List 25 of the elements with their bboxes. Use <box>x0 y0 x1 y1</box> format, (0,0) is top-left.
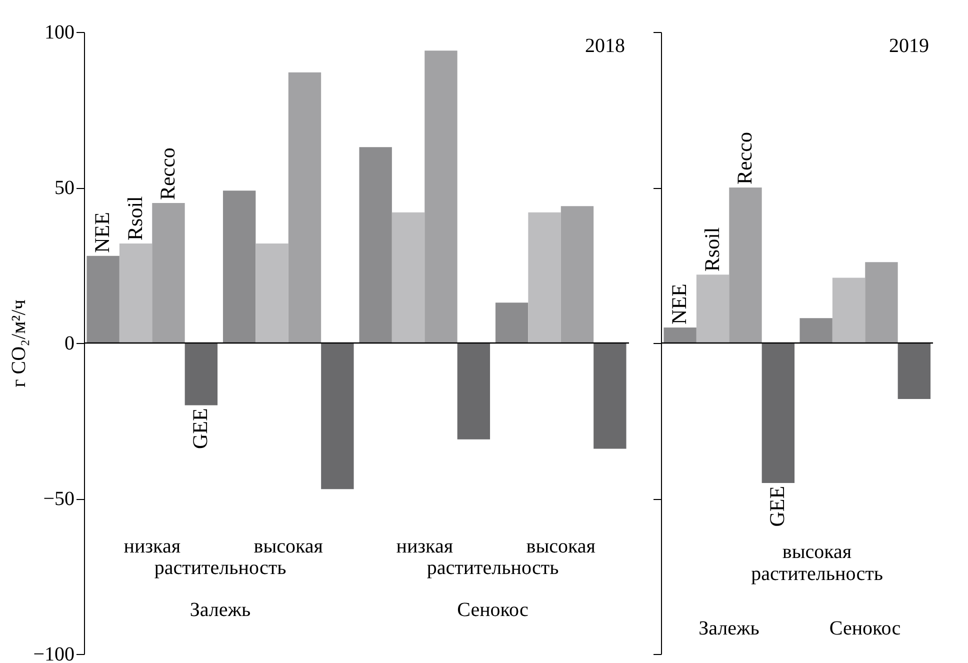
text: Rsoil <box>700 227 724 272</box>
annotation: Сенокос <box>457 599 528 621</box>
y-tick-label: −50 <box>43 488 74 510</box>
chart-title: 2018 <box>585 35 625 57</box>
text: GEE <box>188 408 212 450</box>
text: NEE <box>667 284 692 324</box>
y-axis-title: г CO₂/м²/ч <box>8 300 30 388</box>
x-tick-label: высокая <box>526 536 596 558</box>
text: NEE <box>90 212 114 253</box>
y-tick-label: 100 <box>44 22 74 44</box>
text: Recco <box>155 148 180 200</box>
chart-title: 2019 <box>889 35 929 57</box>
y-tick-label: −100 <box>33 644 74 663</box>
annotation: Залежь <box>190 599 251 621</box>
text: GEE <box>765 486 790 527</box>
y-tick-label: 0 <box>64 332 74 354</box>
x-tick-label: низкая <box>124 536 181 558</box>
text: Rsoil <box>122 196 147 240</box>
text: Recco <box>732 132 756 184</box>
annotation: высокая растительность <box>751 541 883 585</box>
x-tick-label: низкая <box>396 536 454 558</box>
x-tick-label: высокая <box>254 536 323 558</box>
y-tick-label: 50 <box>54 177 74 199</box>
annotation: растительность <box>154 557 286 579</box>
annotation: растительность <box>426 557 559 579</box>
